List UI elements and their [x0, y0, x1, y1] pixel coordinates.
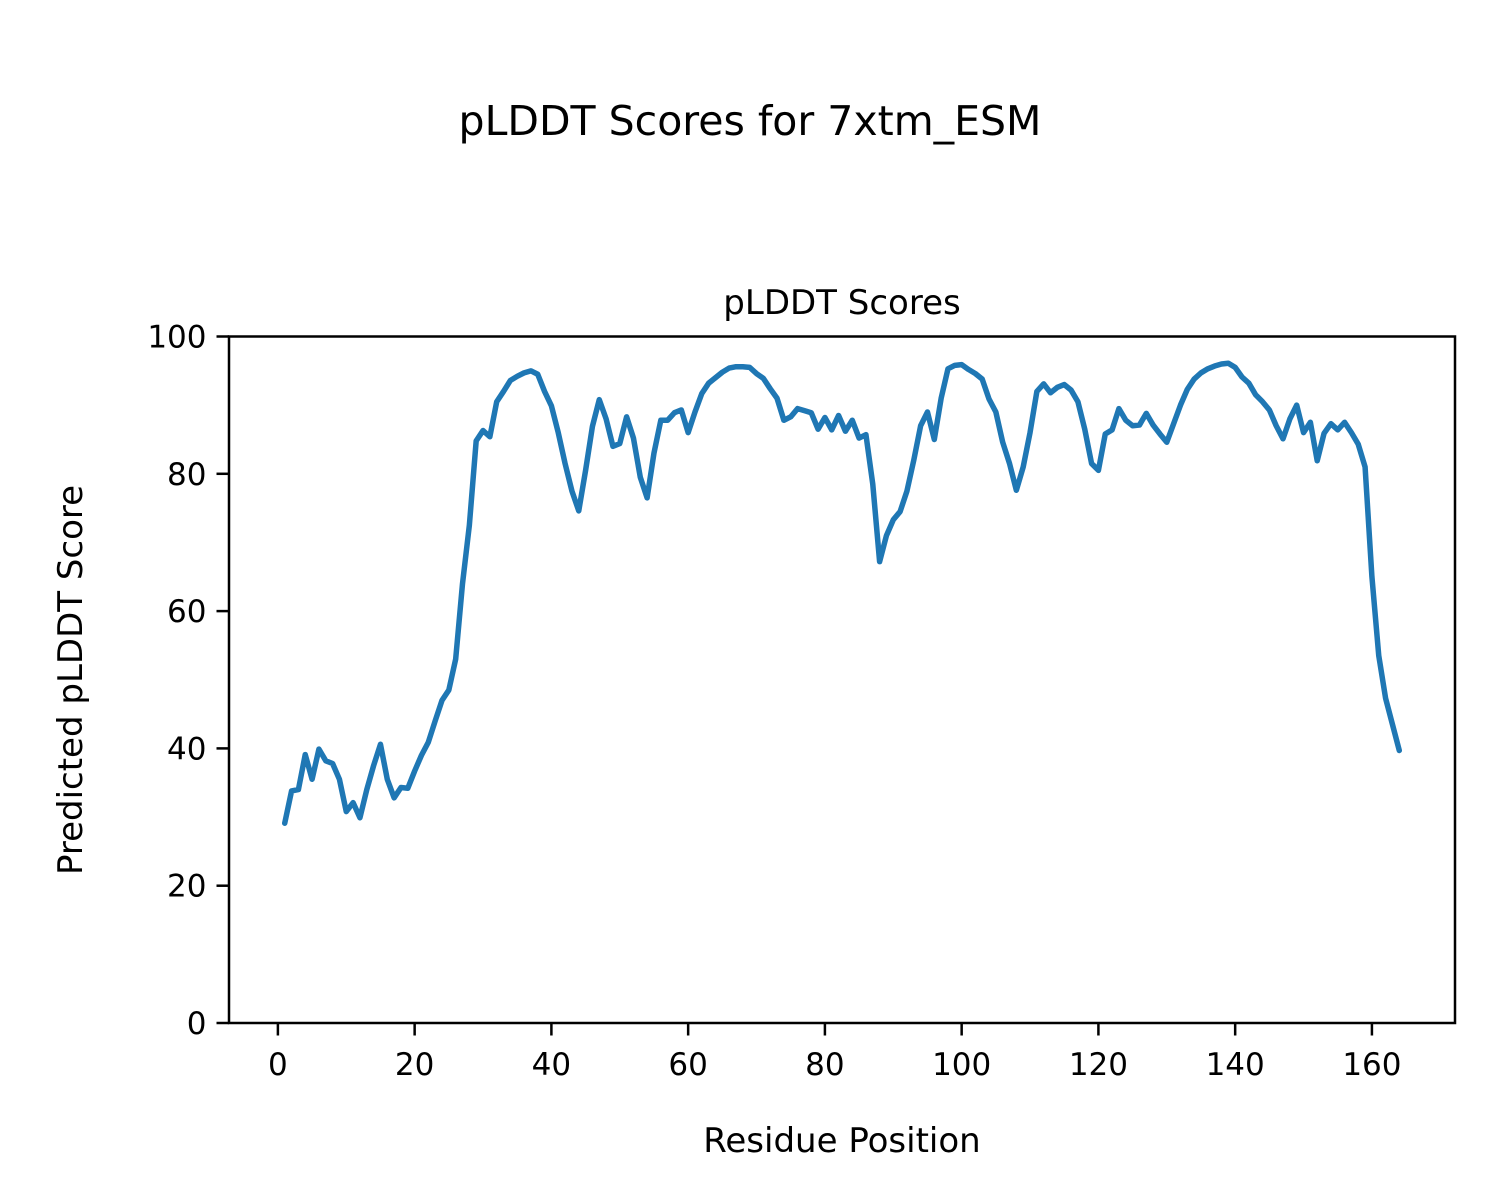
pldtt-score-line [281, 360, 1403, 826]
x-tick-label: 140 [1206, 1047, 1265, 1083]
axis-tick-labels: 0 20 40 60 80 100 120 140 160 0 20 40 60 80 100 [147, 320, 1401, 1084]
y-tick-label: 80 [167, 457, 206, 493]
x-axis-label: Residue Position [703, 1121, 980, 1161]
x-tick-label: 120 [1069, 1047, 1128, 1083]
y-tick-label: 60 [167, 594, 206, 630]
x-tick-label: 20 [395, 1047, 434, 1083]
axes-title: pLDDT Scores [723, 283, 960, 323]
x-tick-label: 160 [1342, 1047, 1401, 1083]
y-tick-label: 0 [187, 1006, 207, 1042]
y-tick-label: 40 [167, 731, 206, 767]
axis-tick-marks [216, 335, 1374, 1036]
figure-suptitle: pLDDT Scores for 7xtm_ESM [459, 97, 1042, 145]
y-tick-label: 20 [167, 869, 206, 905]
x-tick-label: 80 [805, 1047, 844, 1083]
x-tick-label: 40 [532, 1047, 571, 1083]
axes-spines [227, 335, 1457, 1025]
x-tick-label: 100 [932, 1047, 991, 1083]
y-axis-label: Predicted pLDDT Score [51, 485, 91, 875]
x-tick-label: 60 [668, 1047, 707, 1083]
x-tick-label: 0 [268, 1047, 288, 1083]
y-tick-label: 100 [147, 320, 206, 356]
